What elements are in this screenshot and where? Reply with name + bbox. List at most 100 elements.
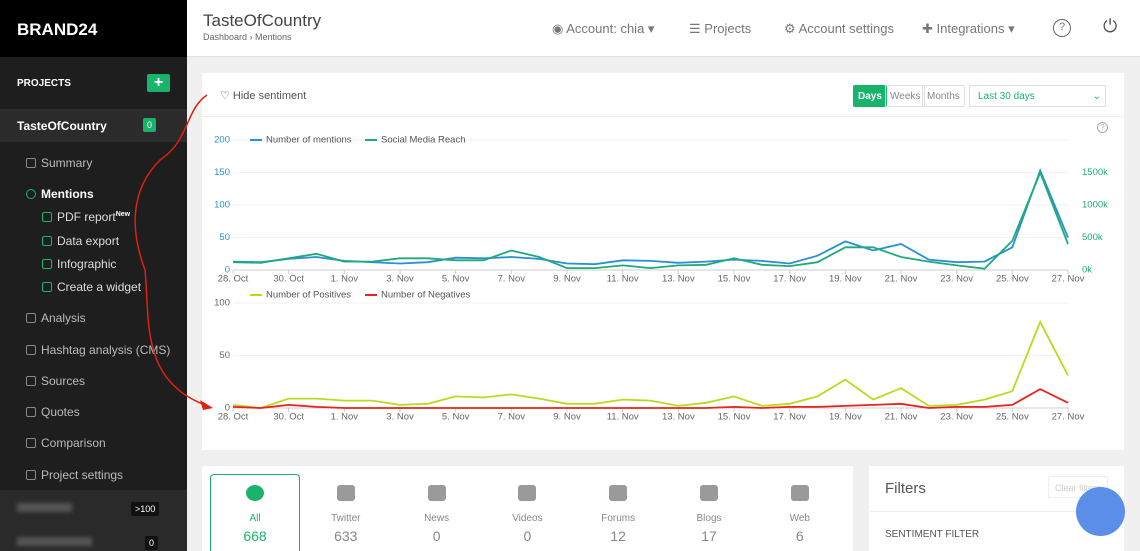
source-tab[interactable]: Blogs 17 (664, 475, 754, 544)
submenu-item[interactable]: Data export (42, 234, 119, 248)
x-tick-label: 19. Nov (829, 274, 862, 285)
menu-item[interactable]: Quotes (26, 405, 80, 419)
source-count: 0 (523, 528, 532, 544)
divider (202, 116, 1124, 117)
series-line (232, 168, 1069, 266)
source-icon (336, 485, 355, 501)
help[interactable]: ? (1053, 19, 1071, 37)
source-tab[interactable]: All 668 (210, 475, 300, 544)
new-tag: New (115, 211, 131, 218)
source-count: 633 (334, 528, 358, 544)
source-count: 0 (432, 528, 441, 544)
nav-label: Integrations (936, 21, 1005, 36)
nav-item[interactable]: ✚ Integrations ▾ (922, 21, 1015, 36)
chat-button[interactable] (1076, 487, 1125, 536)
source-tab[interactable]: Forums 12 (573, 475, 663, 544)
submenu-item[interactable]: PDF reportNew (42, 210, 130, 224)
x-tick-label: 5. Nov (442, 274, 470, 285)
source-count: 6 (795, 528, 804, 544)
source-icon (427, 485, 446, 501)
nav-label: Account settings (798, 21, 894, 36)
nav-item[interactable]: ◉ Account: chia ▾ (552, 21, 655, 36)
menu-item[interactable]: Mentions (26, 187, 94, 201)
menu-label: Analysis (41, 311, 86, 325)
source-tab[interactable]: News 0 (392, 475, 482, 544)
menu-item[interactable]: Project settings (26, 468, 123, 482)
x-tick-label: 9. Nov (553, 412, 581, 423)
source-name: News (424, 513, 450, 524)
menu-label: Create a widget (57, 280, 142, 294)
nav-item[interactable]: ⚙ Account settings (784, 21, 894, 36)
nav-label: Account: chia (566, 21, 645, 36)
projects-label: PROJECTS (17, 78, 71, 89)
label: Hide sentiment (232, 90, 307, 102)
clear-filters[interactable]: Clear filters (1048, 476, 1108, 498)
legend-label: Social Media Reach (381, 135, 466, 146)
x-tick-label: 13. Nov (662, 412, 695, 423)
source-icon (246, 485, 264, 501)
source-icon (609, 485, 628, 501)
x-tick-label: 30. Oct (273, 412, 304, 423)
legend-label: Number of Positives (266, 290, 351, 301)
label: Last 30 days (978, 91, 1035, 102)
range-select[interactable]: Last 30 days ⌄ (969, 85, 1106, 107)
menu-item[interactable]: Sources (26, 374, 85, 388)
x-tick-label: 5. Nov (442, 412, 470, 423)
legend-label: Number of mentions (266, 135, 352, 146)
submenu-item[interactable]: Create a widget (42, 280, 141, 294)
menu-item[interactable]: Summary (26, 156, 92, 170)
project-badge: >100 (131, 502, 160, 516)
x-tick-label: 21. Nov (885, 412, 918, 423)
menu-item[interactable]: Comparison (26, 436, 106, 450)
x-tick-label: 13. Nov (662, 274, 695, 285)
source-tab[interactable]: Videos 0 (482, 475, 572, 544)
source-tab[interactable]: Web 6 (755, 475, 845, 544)
y-tick-label: 50 (219, 232, 230, 243)
x-tick-label: 17. Nov (773, 412, 806, 423)
x-tick-label: 21. Nov (885, 274, 918, 285)
sidebar: BRAND24 PROJECTS + TasteOfCountry 0 Summ… (0, 0, 187, 551)
project-badge: 0 (145, 536, 159, 550)
x-tick-label: 27. Nov (1052, 412, 1085, 423)
period-button[interactable]: Days (853, 85, 887, 107)
x-tick-label: 25. Nov (996, 274, 1029, 285)
source-icon (700, 485, 718, 501)
page-title: TasteOfCountry (203, 11, 322, 30)
source-count: 12 (610, 528, 626, 544)
source-icon (790, 485, 809, 501)
y-tick-label: 150 (214, 167, 230, 178)
logo[interactable]: BRAND24 (0, 0, 187, 57)
breadcrumb: Dashboard › Mentions (203, 32, 292, 42)
x-tick-label: 28. Oct (218, 274, 249, 285)
chart-panel: 0 50 100 150 200 0k 500k 1000k 1500k 28. Oct 30. O… (202, 73, 1124, 450)
crumb[interactable]: Dashboard (203, 32, 248, 42)
submenu-item[interactable]: Infographic (42, 257, 116, 271)
x-tick-label: 23. Nov (940, 274, 973, 285)
hide-sentiment[interactable]: ♡ Hide sentiment (220, 90, 307, 102)
help-icon[interactable]: ? (1097, 122, 1108, 133)
project-name[interactable]: TasteOfCountry (17, 119, 107, 133)
project-badge: 0 (143, 118, 157, 132)
header: TasteOfCountry Dashboard › Mentions ◉ Ac… (187, 0, 1140, 57)
menu-item[interactable]: Analysis (26, 311, 86, 325)
series-line (232, 170, 1069, 270)
crumb: Mentions (255, 32, 292, 42)
series-line (232, 388, 1069, 409)
x-tick-label: 7. Nov (498, 274, 526, 285)
y-tick-label: 50 (219, 350, 230, 361)
y2-tick-label: 1000k (1082, 200, 1108, 211)
period-button[interactable]: Months (922, 85, 965, 107)
logout[interactable]: ⏻ (1103, 16, 1118, 36)
source-name: Blogs (696, 513, 722, 524)
menu-label: PDF report (57, 210, 116, 224)
x-tick-label: 30. Oct (273, 274, 304, 285)
add-project[interactable]: + (147, 74, 170, 92)
source-count: 17 (701, 528, 717, 544)
nav-label: Projects (704, 21, 752, 36)
menu-label: Project settings (41, 468, 124, 482)
nav-item[interactable]: ☰ Projects (689, 21, 752, 36)
source-tab[interactable]: Twitter 633 (301, 475, 391, 544)
menu-item[interactable]: Hashtag analysis (CMS) (26, 343, 170, 357)
legend-label: Number of Negatives (381, 290, 470, 301)
period-button[interactable]: Weeks (885, 85, 926, 107)
